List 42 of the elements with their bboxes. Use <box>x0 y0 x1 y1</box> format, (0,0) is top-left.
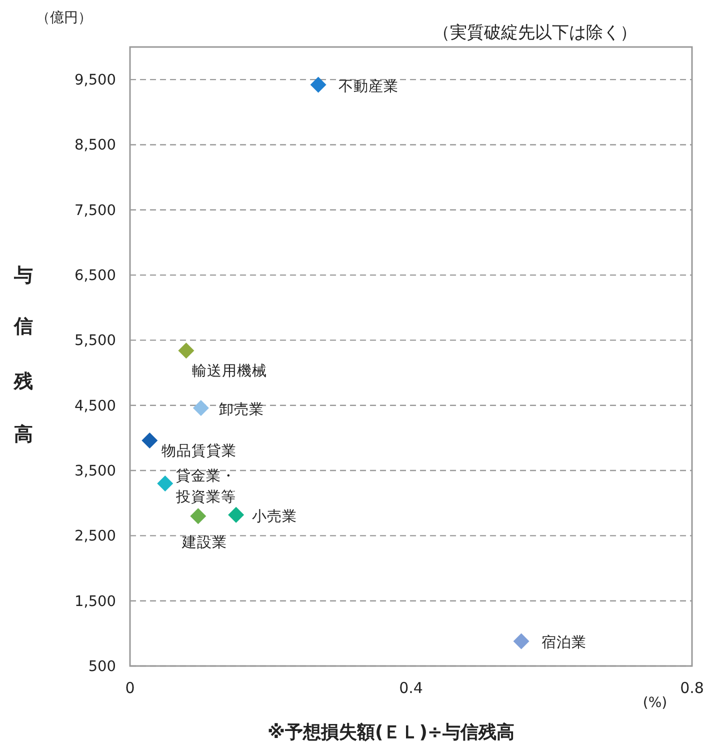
宿泊業: 宿泊業 <box>513 633 586 652</box>
y-tick-label: 3,500 <box>74 464 116 480</box>
text: (%) <box>642 695 668 711</box>
建設業: 建設業 <box>182 508 228 552</box>
point <box>192 400 209 416</box>
y-tick-label: 8,500 <box>74 138 116 154</box>
x-tick-label: 0.8 <box>680 679 704 697</box>
輸送用機械: 輸送用機械 <box>178 342 268 380</box>
series-label: 宿泊業 <box>541 634 586 652</box>
y-tick-label: 500 <box>88 659 116 675</box>
y-tick-label: 5,500 <box>74 333 116 350</box>
物品賃貸業: 物品賃貸業 <box>142 432 237 460</box>
series-label: 卸売業 <box>218 400 264 418</box>
y-tick-label: 7,500 <box>74 202 116 219</box>
point <box>157 476 174 492</box>
y-tick-label: 4,500 <box>74 398 116 414</box>
卸売業: 卸売業 <box>192 400 264 418</box>
x-tick-label: 0.4 <box>399 679 423 697</box>
chart-subtitle: （実質破綻先以下は除く） <box>433 23 637 43</box>
series-label: 小売業 <box>252 508 298 525</box>
series-label: 輸送用機械 <box>192 362 268 380</box>
不動産業: 不動産業 <box>310 76 398 95</box>
y-axis-title: 与信残高 <box>13 248 35 460</box>
text: （億円） <box>36 10 92 26</box>
y-tick-label: 2,500 <box>74 528 116 545</box>
series-label: 建設業 <box>181 534 228 552</box>
x-tick-label: 0 <box>125 679 135 697</box>
貸金業・投資業等: 貸金業・投資業等 <box>157 468 236 506</box>
point <box>178 342 194 359</box>
point <box>513 633 530 650</box>
y-tick-label: 1,500 <box>74 594 116 610</box>
y-tick-label: 6,500 <box>74 268 116 284</box>
point <box>310 76 326 93</box>
point <box>190 508 206 524</box>
point <box>142 432 158 449</box>
小売業: 小売業 <box>228 506 298 525</box>
series-label: 物品賃貸業 <box>162 442 237 460</box>
series-label: 貸金業・投資業等 <box>175 468 236 506</box>
point <box>228 506 244 523</box>
y-tick-label: 9,500 <box>74 72 116 89</box>
x-axis-title: ※予想損失額(ＥＬ)÷与信残高 <box>267 722 515 743</box>
series-label: 不動産業 <box>338 78 398 95</box>
